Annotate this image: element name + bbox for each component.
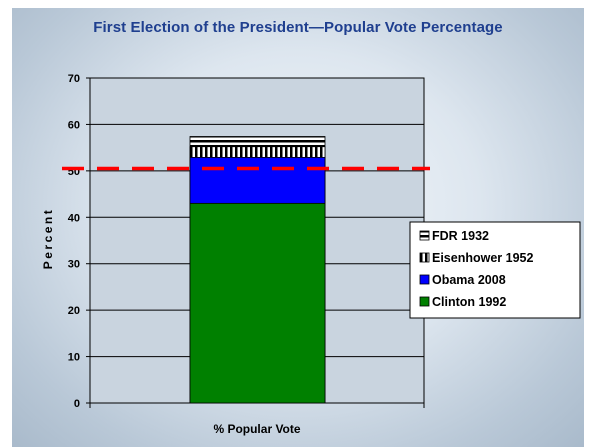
legend-swatch [419,296,430,307]
chart-title: First Election of the President—Popular … [93,19,503,36]
y-tick-label: 30 [68,259,80,271]
y-tick-label: 70 [68,73,80,85]
legend-label: Obama 2008 [432,273,506,287]
y-axis-title: Percent [41,208,55,270]
bar-clinton-1992 [189,202,326,404]
legend-label: Eisenhower 1952 [432,251,533,265]
x-axis-label: % Popular Vote [213,422,300,436]
y-tick-label: 10 [68,352,80,364]
legend-box [409,221,581,319]
legend-label: Clinton 1992 [432,295,506,309]
y-tick-label: 60 [68,119,80,131]
y-tick-label: 20 [68,305,80,317]
y-tick-label: 0 [74,398,80,410]
legend-swatch [419,252,430,263]
legend-label: FDR 1932 [432,229,489,243]
legend-swatch [419,274,430,285]
legend-swatch [419,230,430,241]
y-tick-label: 40 [68,212,80,224]
